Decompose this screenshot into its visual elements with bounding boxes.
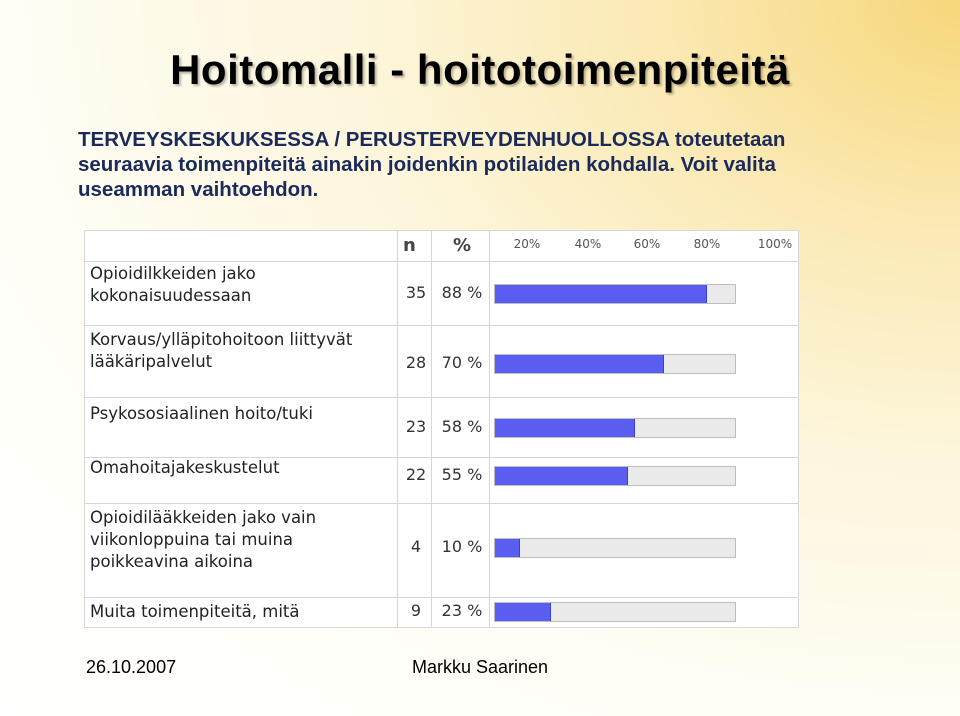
grid-vline [431, 231, 432, 627]
slide-subtitle: TERVEYSKESKUKSESSA / PERUSTERVEYDENHUOLL… [78, 128, 786, 201]
bar-track [494, 602, 736, 622]
grid-hline [85, 503, 798, 504]
row-count: 4 [410, 537, 422, 556]
row-label: Opioidilääkkeiden jako vain viikonloppui… [90, 508, 317, 571]
row-label: Psykososiaalinen hoito/tuki [90, 404, 313, 423]
chart-row: Psykososiaalinen hoito/tuki 23 58 % [85, 397, 798, 457]
row-label: Opioidilkkeiden jako kokonaisuudessaan [90, 264, 256, 305]
column-header-n: n [403, 235, 416, 256]
bar-track [494, 466, 736, 486]
grid-vline [489, 231, 490, 627]
bar-fill [495, 467, 628, 485]
bar-fill [495, 603, 552, 621]
bar-track [494, 538, 736, 558]
row-count: 35 [405, 283, 427, 302]
footer-date: 26.10.2007 [86, 657, 177, 677]
bar-track [494, 418, 736, 438]
row-label: Korvaus/ylläpitohoitoon liittyvät lääkär… [90, 330, 353, 371]
row-count: 22 [405, 465, 427, 484]
tick-label: 60% [633, 237, 661, 251]
row-label: Muita toimenpiteitä, mitä [90, 602, 300, 621]
row-percent: 88 % [441, 283, 483, 302]
tick-label: 100% [757, 237, 793, 251]
row-label: Omahoitajakeskustelut [90, 458, 280, 477]
chart-row: Korvaus/ylläpitohoitoon liittyvät lääkär… [85, 325, 798, 397]
slide-title: Hoitomalli - hoitotoimenpiteitä [170, 46, 790, 93]
bar-fill [495, 539, 520, 557]
tick-label: 20% [513, 237, 541, 251]
row-percent: 70 % [441, 353, 483, 372]
bar-fill [495, 355, 664, 373]
row-count: 28 [405, 353, 427, 372]
tick-label: 80% [693, 237, 721, 251]
bar-fill [495, 285, 708, 303]
chart-row: Omahoitajakeskustelut 22 55 % [85, 457, 798, 503]
row-percent: 23 % [441, 601, 483, 620]
bar-fill [495, 419, 636, 437]
row-percent: 55 % [441, 465, 483, 484]
row-count: 9 [410, 601, 422, 620]
column-header-percent: % [453, 235, 472, 256]
grid-vline [397, 231, 398, 627]
chart-header: n % 20% 40% 60% 80% 100% [85, 231, 798, 261]
grid-hline [85, 325, 798, 326]
grid-hline [85, 261, 798, 262]
grid-hline [85, 597, 798, 598]
chart-row: Muita toimenpiteitä, mitä 9 23 % [85, 597, 798, 627]
bar-track [494, 284, 736, 304]
footer-author: Markku Saarinen [412, 657, 549, 677]
row-percent: 58 % [441, 417, 483, 436]
row-count: 23 [405, 417, 427, 436]
survey-bar-chart: n % 20% 40% 60% 80% 100% Opioidilkkeiden jak… [84, 230, 799, 628]
tick-label: 40% [574, 237, 602, 251]
grid-hline [85, 457, 798, 458]
bar-track [494, 354, 736, 374]
chart-row: Opioidilääkkeiden jako vain viikonloppui… [85, 503, 798, 597]
grid-hline [85, 397, 798, 398]
row-percent: 10 % [441, 537, 483, 556]
chart-row: Opioidilkkeiden jako kokonaisuudessaan 35… [85, 261, 798, 325]
